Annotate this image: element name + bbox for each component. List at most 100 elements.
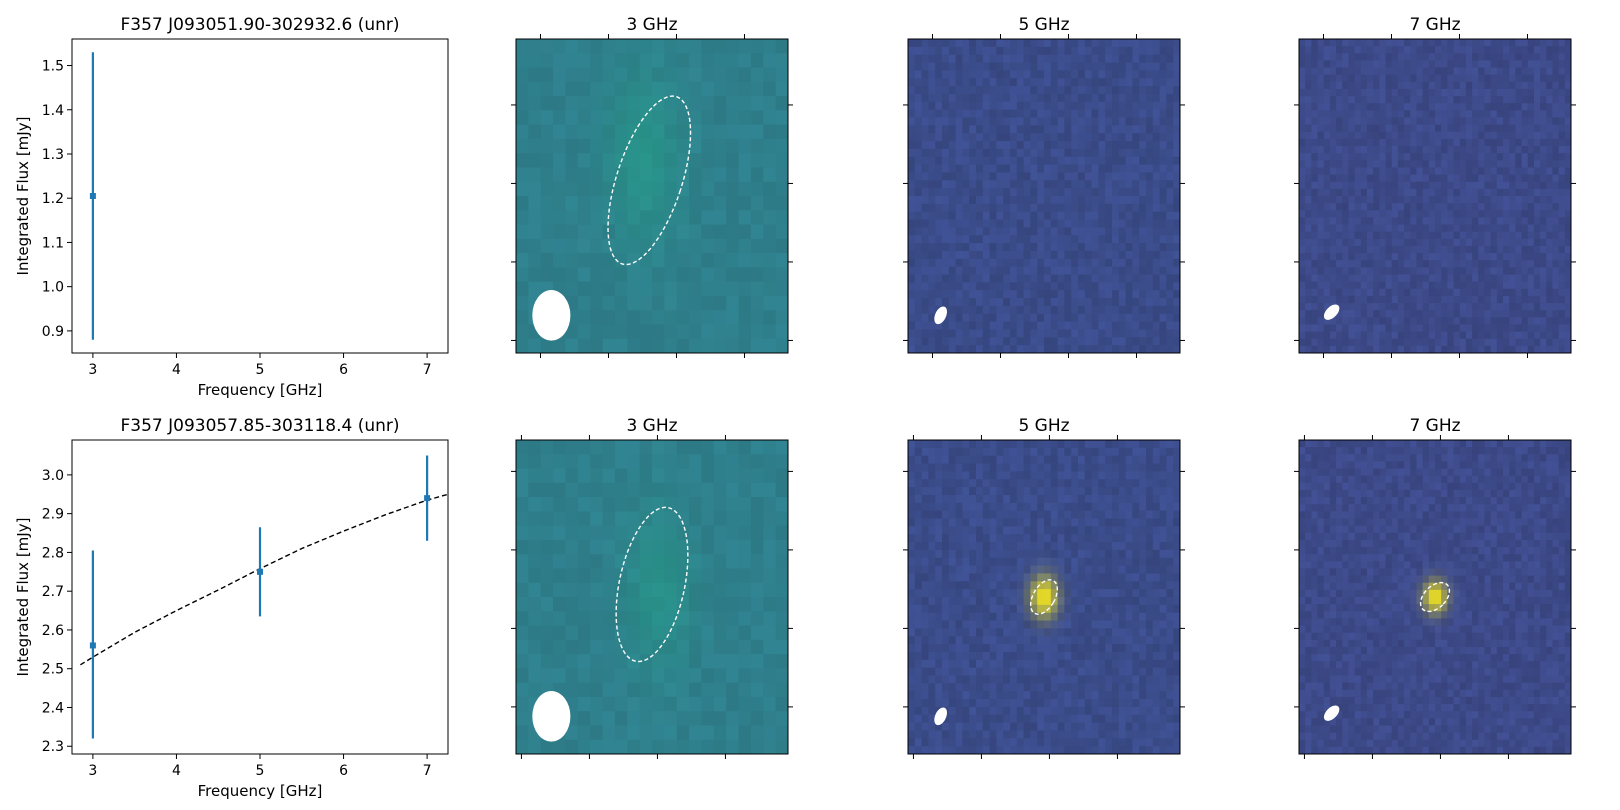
pixel (1050, 243, 1059, 252)
pixel (1527, 338, 1535, 347)
pixel (1441, 160, 1448, 169)
pixel (996, 479, 1004, 488)
pixel (1435, 338, 1442, 347)
pixel (1071, 203, 1079, 213)
pixel (1533, 224, 1541, 233)
pixel (982, 219, 991, 228)
pixel (664, 238, 678, 254)
pixel (982, 46, 991, 56)
pixel (1391, 196, 1399, 204)
pixel (1391, 103, 1399, 111)
pixel (921, 290, 929, 299)
pixel (1003, 298, 1011, 307)
pixel (1490, 138, 1498, 147)
pixel (1490, 146, 1498, 154)
pixel (1397, 39, 1405, 47)
pixel (763, 725, 777, 741)
pixel (1305, 331, 1312, 340)
pixel (1496, 196, 1504, 204)
pixel (1010, 93, 1018, 103)
pixel (1299, 124, 1306, 133)
pixel (750, 525, 764, 541)
pixel (1118, 243, 1127, 252)
pixel (1064, 463, 1072, 472)
pixel (713, 53, 727, 69)
pixel (955, 46, 963, 56)
pixel (1003, 321, 1011, 331)
pixel (1404, 131, 1411, 140)
pixel (1003, 463, 1011, 472)
pixel (652, 196, 665, 211)
pixel (1118, 227, 1127, 236)
pixel (942, 188, 950, 197)
pixel (962, 274, 970, 283)
pixel (1472, 288, 1479, 297)
pixel (750, 181, 764, 197)
pixel (1071, 345, 1079, 353)
pixel (1023, 447, 1031, 457)
pixel (1173, 305, 1180, 315)
pixel (1044, 54, 1052, 64)
pixel (955, 479, 963, 488)
pixel (942, 156, 950, 166)
pixel (1527, 238, 1535, 247)
pixel (935, 180, 943, 189)
pixel (614, 611, 628, 627)
pixel (1044, 188, 1052, 197)
pixel (713, 281, 727, 297)
pixel (639, 654, 653, 669)
pixel (553, 39, 567, 54)
pixel (1305, 210, 1312, 219)
pixel (1152, 258, 1161, 268)
pixel (1105, 180, 1113, 189)
pixel (1016, 86, 1025, 95)
pixel (1105, 156, 1113, 166)
pixel (1044, 447, 1052, 457)
pixel (1317, 53, 1325, 62)
pixel (1540, 131, 1547, 140)
pixel (1515, 131, 1523, 140)
pixel (948, 337, 957, 346)
pixel (1404, 74, 1411, 83)
pixel (738, 281, 752, 297)
pixel (1091, 471, 1099, 480)
pixel (1397, 174, 1405, 183)
pixel (602, 597, 616, 612)
pixel (1478, 217, 1486, 226)
pixel (726, 739, 740, 754)
pixel (713, 725, 727, 741)
pixel (1490, 245, 1498, 254)
pixel (1064, 70, 1072, 79)
pixel (1166, 298, 1174, 307)
pixel (955, 274, 963, 283)
pixel (602, 525, 616, 541)
pixel (1379, 267, 1387, 276)
pixel (989, 243, 997, 252)
pixel (1146, 258, 1154, 268)
pixel (1422, 238, 1430, 247)
pixel (1139, 125, 1147, 134)
pixel (1533, 138, 1541, 147)
pixel (996, 337, 1004, 346)
pixel (1391, 110, 1399, 119)
pixel (763, 611, 777, 627)
pixel (1159, 447, 1167, 457)
pixel (1540, 260, 1547, 268)
pixel (942, 172, 950, 181)
pixel (1091, 243, 1099, 252)
pixel (1078, 46, 1086, 56)
pixel (942, 54, 950, 64)
pixel (1132, 313, 1140, 323)
cutout-image (516, 39, 788, 353)
pixel (1010, 455, 1018, 465)
pixel (1435, 67, 1442, 76)
pixel (1397, 303, 1405, 311)
pixel (1003, 440, 1011, 449)
pixel (1342, 53, 1350, 62)
pixel (1515, 60, 1523, 69)
pixel (1323, 188, 1331, 197)
pixel (935, 274, 943, 283)
pixel (1010, 180, 1018, 189)
pixel (602, 39, 616, 54)
pixel (602, 511, 616, 527)
